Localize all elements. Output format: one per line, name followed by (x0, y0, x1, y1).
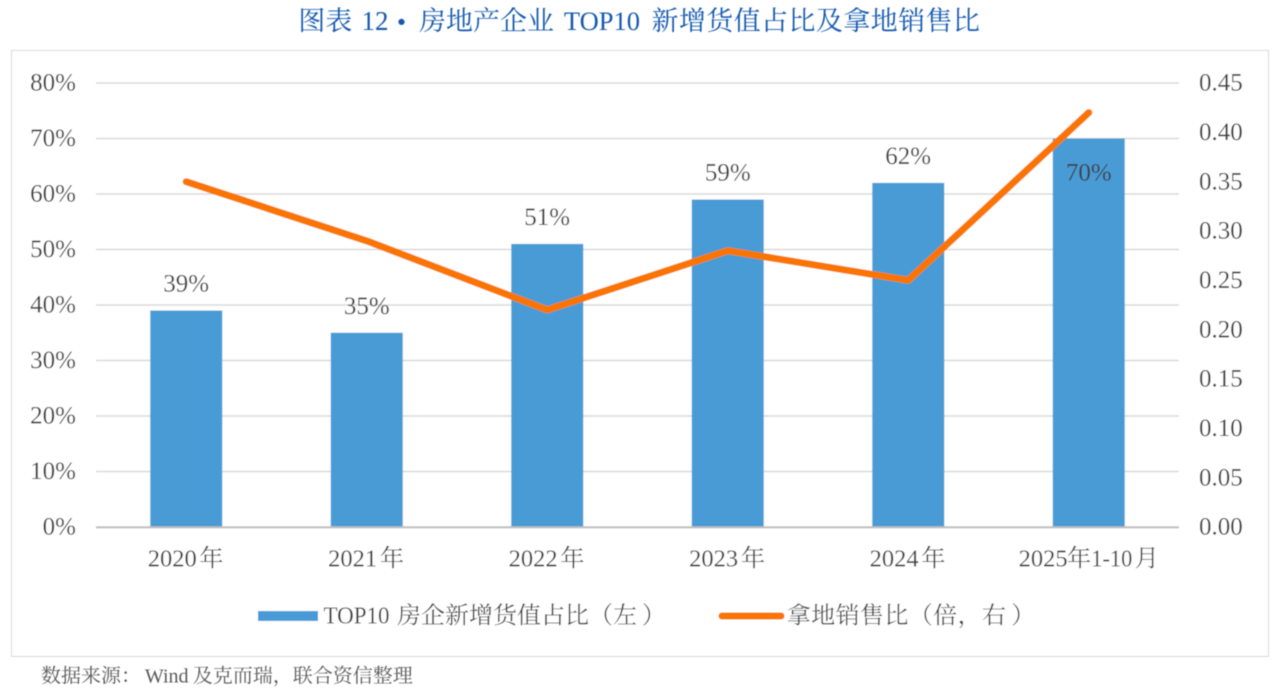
svg-text:TOP10: TOP10 (324, 604, 390, 630)
svg-text:0.25: 0.25 (1199, 267, 1243, 294)
svg-text:10%: 10% (30, 458, 76, 485)
svg-text:62%: 62% (885, 143, 931, 170)
svg-text:70%: 70% (30, 125, 76, 152)
svg-text:39%: 39% (163, 271, 209, 298)
svg-text:TOP10: TOP10 (564, 6, 640, 36)
svg-text:80%: 80% (30, 70, 76, 97)
svg-text:12: 12 (362, 6, 389, 36)
svg-text:59%: 59% (705, 160, 751, 187)
svg-text:Wind: Wind (145, 666, 189, 688)
svg-text:0.30: 0.30 (1199, 218, 1243, 245)
svg-text:0.20: 0.20 (1199, 316, 1243, 343)
svg-text:20%: 20% (30, 403, 76, 430)
svg-text:2020: 2020 (148, 546, 197, 573)
svg-text:0.45: 0.45 (1199, 70, 1243, 97)
svg-text:2023: 2023 (689, 546, 738, 573)
svg-text:0.40: 0.40 (1199, 119, 1243, 146)
svg-text:0.05: 0.05 (1199, 464, 1243, 491)
svg-text:0%: 0% (43, 514, 76, 541)
svg-text:0.00: 0.00 (1199, 514, 1243, 541)
svg-text:40%: 40% (30, 292, 76, 319)
svg-text:0.15: 0.15 (1199, 366, 1243, 393)
svg-text:2024: 2024 (870, 546, 919, 573)
svg-text:35%: 35% (344, 293, 390, 320)
svg-text:2025: 2025 (1019, 546, 1068, 573)
svg-text:51%: 51% (524, 204, 570, 231)
svg-text:0.10: 0.10 (1199, 415, 1243, 442)
svg-text:30%: 30% (30, 347, 76, 374)
svg-text:60%: 60% (30, 181, 76, 208)
svg-text:1-10: 1-10 (1091, 546, 1132, 573)
svg-text:70%: 70% (1066, 159, 1112, 186)
svg-text:50%: 50% (30, 236, 76, 263)
svg-text:0.35: 0.35 (1199, 168, 1243, 195)
svg-text:2021: 2021 (328, 546, 377, 573)
svg-text:2022: 2022 (509, 546, 558, 573)
